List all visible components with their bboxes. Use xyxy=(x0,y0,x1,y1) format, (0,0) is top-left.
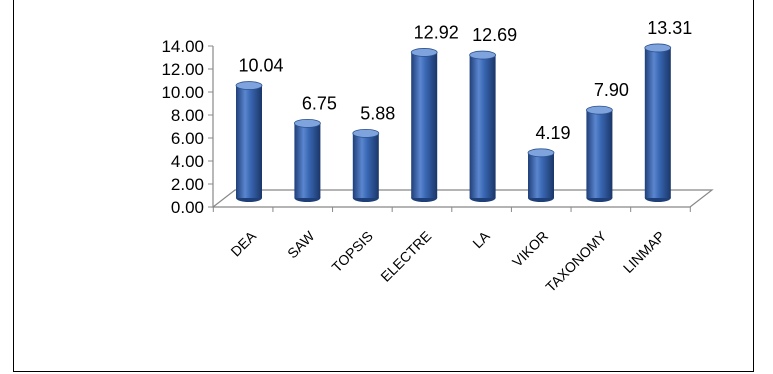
bar-vikor xyxy=(527,148,555,202)
y-tick-label: 2.00 xyxy=(171,175,204,194)
data-label: 5.88 xyxy=(360,103,395,123)
y-tick-label: 14.00 xyxy=(161,37,204,56)
data-label: 7.90 xyxy=(594,80,629,100)
y-tick-label: 12.00 xyxy=(161,60,204,79)
x-category-label: LINMAP xyxy=(620,228,668,276)
bar-la xyxy=(469,50,497,202)
bar-top xyxy=(586,105,613,115)
bar-top xyxy=(352,128,380,138)
x-category-label: LA xyxy=(469,227,493,251)
data-label: 12.69 xyxy=(472,25,517,45)
x-category-label: TOPSIS xyxy=(328,228,375,275)
y-tick-label: 8.00 xyxy=(171,106,204,125)
y-tick-label: 0.00 xyxy=(171,198,204,217)
bar-body xyxy=(644,47,671,199)
bar-linmap xyxy=(644,43,672,202)
bar-dea xyxy=(235,81,263,202)
data-label: 12.92 xyxy=(414,22,459,42)
x-category-label: TAXONOMY xyxy=(542,227,610,295)
bar-body xyxy=(236,85,262,198)
bar-body xyxy=(586,110,613,198)
data-label: 6.75 xyxy=(302,93,337,113)
bar-top xyxy=(469,50,497,60)
bar-electre xyxy=(410,48,438,202)
bar-body xyxy=(294,123,321,198)
bar-body xyxy=(528,152,554,198)
chart-data-labels: 10.04 6.75 5.88 12.92 12.69 4.19 7.90 13.31 xyxy=(238,18,692,143)
x-category-label: ELECTRE xyxy=(377,228,434,285)
x-category-label: DEA xyxy=(227,227,259,259)
floor-plane xyxy=(211,189,714,208)
data-label: 4.19 xyxy=(535,123,570,143)
bar-top xyxy=(527,148,555,158)
bar-saw xyxy=(293,118,321,202)
bar-body xyxy=(411,52,438,198)
x-category-label: SAW xyxy=(284,227,318,261)
bar-top xyxy=(235,81,263,90)
x-category-label: VIKOR xyxy=(509,228,551,270)
bar-topsis xyxy=(352,128,380,202)
y-tick-label: 10.00 xyxy=(161,83,204,102)
bar-body xyxy=(469,55,496,198)
y-tick-label: 6.00 xyxy=(171,129,204,148)
bar-top xyxy=(293,118,321,128)
bar-top xyxy=(410,48,438,57)
bar-top xyxy=(644,43,672,53)
bar-body xyxy=(352,133,379,198)
chart-axes: 0.00 2.00 4.00 6.00 8.00 10.00 12.00 14.00 xyxy=(161,37,714,217)
chart-bars xyxy=(235,43,672,202)
data-label: 10.04 xyxy=(238,56,283,76)
chart-frame xyxy=(13,0,754,372)
data-label: 13.31 xyxy=(647,18,692,38)
bar-taxonomy xyxy=(586,105,613,202)
y-tick-label: 4.00 xyxy=(171,152,204,171)
